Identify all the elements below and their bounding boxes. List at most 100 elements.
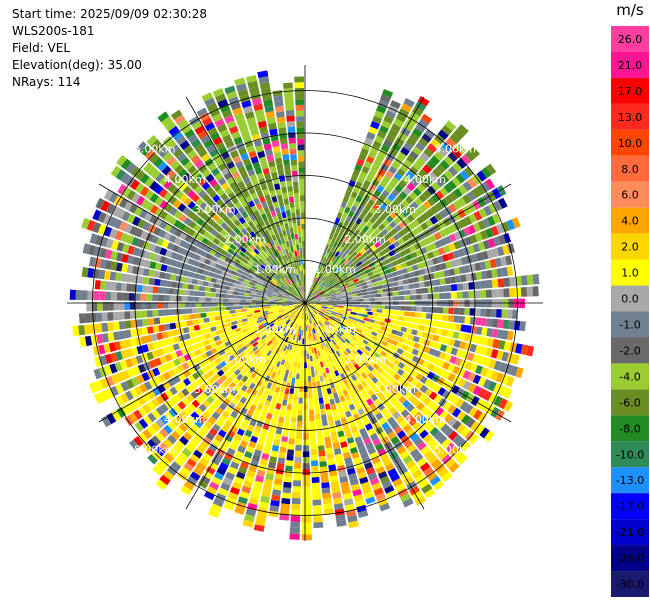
ray-gate bbox=[427, 355, 435, 363]
ray-gate bbox=[361, 288, 368, 293]
ray-gate bbox=[380, 292, 388, 297]
ray-gate bbox=[319, 466, 328, 473]
ray-gate bbox=[395, 320, 403, 326]
ray-gate bbox=[425, 218, 434, 228]
ray-gate bbox=[309, 409, 315, 416]
ray-gate bbox=[426, 437, 437, 448]
ray-gate bbox=[231, 320, 238, 326]
ray-gate bbox=[193, 324, 200, 331]
ray-gate bbox=[406, 155, 416, 164]
ray-gate bbox=[323, 272, 328, 278]
ray-gate bbox=[347, 362, 354, 369]
ray-gate bbox=[431, 181, 441, 192]
ray-gate bbox=[293, 348, 297, 355]
ray-gate bbox=[207, 337, 215, 344]
ray-gate bbox=[315, 272, 320, 279]
ray-gate bbox=[443, 269, 450, 277]
ray-gate bbox=[234, 433, 243, 441]
ray-gate bbox=[316, 301, 323, 303]
ray-gate bbox=[346, 398, 354, 406]
ray-gate bbox=[229, 461, 240, 470]
ray-gate bbox=[503, 341, 512, 352]
ray-gate bbox=[269, 505, 280, 512]
ray-gate bbox=[312, 505, 322, 512]
ray-gate bbox=[490, 349, 499, 359]
ray-gate bbox=[496, 350, 504, 361]
ray-gate bbox=[263, 354, 269, 361]
ray-gate bbox=[200, 312, 207, 318]
ray-gate bbox=[225, 326, 233, 332]
ray-gate bbox=[331, 387, 337, 394]
ray-gate bbox=[509, 365, 519, 377]
ray-gate bbox=[289, 305, 295, 308]
ray-gate bbox=[328, 324, 334, 330]
ray-gate bbox=[411, 306, 417, 312]
ray-gate bbox=[285, 409, 292, 416]
ray-gate bbox=[257, 438, 265, 447]
ray-gate bbox=[443, 170, 454, 181]
ray-gate bbox=[322, 269, 328, 276]
ray-gate bbox=[283, 307, 290, 310]
ray-gate bbox=[330, 294, 337, 297]
ray-gate bbox=[503, 288, 510, 298]
ray-gate bbox=[340, 241, 347, 248]
ray-gate bbox=[341, 291, 347, 295]
ray-gate bbox=[453, 307, 460, 315]
ray-gate bbox=[224, 371, 232, 379]
ray-gate bbox=[364, 384, 372, 393]
ray-gate bbox=[349, 276, 356, 282]
ray-gate bbox=[260, 338, 267, 345]
ray-gate bbox=[312, 282, 316, 288]
ray-gate bbox=[183, 462, 194, 472]
ray-gate bbox=[465, 417, 476, 429]
ray-gate bbox=[417, 415, 428, 425]
ray-gate bbox=[286, 343, 291, 350]
ray-gate bbox=[208, 376, 216, 385]
ray-gate bbox=[367, 311, 373, 316]
ray-gate bbox=[460, 427, 471, 438]
ray-gate bbox=[445, 261, 452, 269]
scan-info: Start time: 2025/09/09 02:30:28 WLS200s-… bbox=[12, 6, 207, 91]
ray-gate bbox=[406, 403, 415, 413]
ray-gate bbox=[230, 358, 238, 366]
ray-gate bbox=[330, 266, 336, 273]
ray-gate bbox=[209, 321, 216, 327]
ray-gate bbox=[325, 350, 331, 357]
ray-gate bbox=[216, 466, 227, 476]
ray-gate bbox=[380, 228, 389, 236]
ray-gate bbox=[384, 224, 393, 233]
ray-gate bbox=[203, 357, 211, 366]
ray-gate bbox=[290, 347, 295, 354]
ray-gate bbox=[362, 225, 370, 233]
ray-gate bbox=[329, 263, 335, 270]
ray-gate bbox=[167, 330, 174, 338]
ray-gate bbox=[324, 244, 330, 251]
ray-gate bbox=[342, 285, 349, 290]
ray-gate bbox=[374, 227, 382, 235]
ray-gate bbox=[109, 363, 118, 374]
ray-gate bbox=[472, 199, 482, 211]
ray-gate bbox=[442, 314, 449, 322]
ray-gate bbox=[367, 380, 376, 389]
ray-gate bbox=[396, 168, 406, 177]
ray-gate bbox=[135, 355, 144, 365]
ray-gate bbox=[347, 283, 354, 288]
ray-gate bbox=[269, 365, 275, 372]
ray-gate bbox=[379, 376, 387, 384]
ray-gate bbox=[481, 193, 492, 205]
ray-gate bbox=[295, 305, 301, 310]
ray-gate bbox=[353, 317, 360, 322]
ray-gate bbox=[124, 311, 131, 320]
ray-gate bbox=[233, 302, 240, 306]
ray-gate bbox=[340, 320, 347, 325]
ray-gate bbox=[229, 329, 237, 335]
ray-gate bbox=[312, 289, 317, 295]
ray-gate bbox=[490, 370, 499, 381]
ray-gate bbox=[193, 466, 204, 477]
ray-gate bbox=[119, 360, 128, 370]
ray-gate bbox=[367, 428, 376, 436]
ray-gate bbox=[307, 314, 310, 320]
ray-gate bbox=[151, 409, 161, 420]
ray-gate bbox=[292, 372, 297, 379]
ray-gate bbox=[405, 170, 415, 180]
